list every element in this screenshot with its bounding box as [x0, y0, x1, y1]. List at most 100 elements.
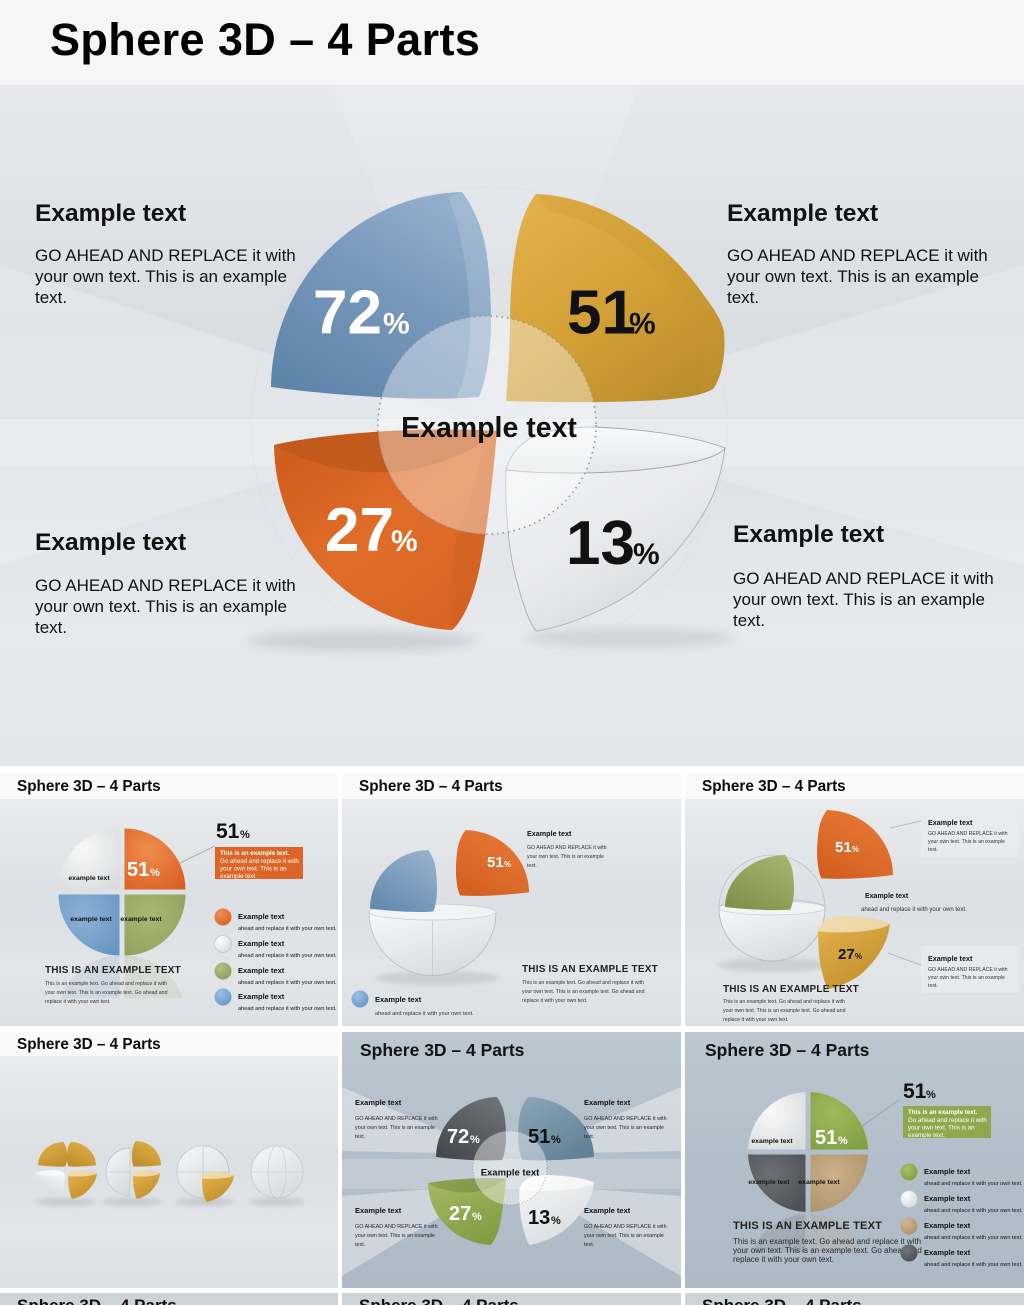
svg-text:Example text: Example text [35, 529, 186, 556]
svg-text:%: % [633, 538, 660, 571]
svg-text:text.: text. [727, 288, 759, 307]
svg-text:ahead and replace it with your: ahead and replace it with your own text. [924, 1235, 1023, 1241]
svg-text:Sphere 3D – 4 Parts: Sphere 3D – 4 Parts [359, 778, 503, 795]
svg-text:72: 72 [313, 279, 382, 348]
svg-text:example text: example text [798, 1179, 840, 1186]
svg-text:your own text. This is an exam: your own text. This is an example [355, 1233, 435, 1239]
svg-text:Sphere 3D – 4 Parts: Sphere 3D – 4 Parts [705, 1040, 870, 1060]
svg-text:Example text: Example text [584, 1098, 631, 1107]
svg-text:%: % [551, 1215, 561, 1227]
svg-text:%: % [504, 860, 511, 869]
svg-text:51: 51 [815, 1127, 837, 1149]
svg-text:Example text: Example text [481, 1168, 540, 1179]
svg-text:text.: text. [928, 847, 938, 853]
svg-text:example text: example text [68, 875, 110, 882]
svg-text:your own text. This is an: your own text. This is an [908, 1125, 975, 1132]
svg-text:%: % [926, 1089, 936, 1101]
svg-text:example text: example text [120, 916, 162, 923]
svg-text:replace it with your own text.: replace it with your own text. [733, 1255, 834, 1264]
svg-text:example text: example text [70, 916, 112, 923]
svg-text:Example text: Example text [35, 200, 186, 227]
svg-text:Example text: Example text [924, 1167, 971, 1176]
svg-text:example text.: example text. [220, 873, 257, 880]
svg-text:Sphere 3D – 4 Parts: Sphere 3D – 4 Parts [17, 1036, 161, 1053]
svg-text:your own text. This is an exam: your own text. This is an example [355, 1125, 435, 1131]
svg-text:ahead and replace it with your: ahead and replace it with your own text. [238, 980, 337, 986]
svg-text:Example text: Example text [865, 893, 909, 900]
svg-text:Example text: Example text [924, 1248, 971, 1257]
svg-text:your own text. This is an exam: your own text. This is an example [733, 590, 985, 609]
svg-text:Example text: Example text [727, 200, 878, 227]
svg-text:Example text: Example text [355, 1206, 402, 1215]
svg-text:This is an example text. Go ah: This is an example text. Go ahead and re… [723, 999, 845, 1005]
svg-text:Example text: Example text [238, 992, 285, 1001]
svg-text:Example text: Example text [584, 1206, 631, 1215]
svg-text:text.: text. [928, 983, 938, 989]
svg-text:Example text: Example text [527, 829, 572, 838]
svg-text:your own text. This is an: your own text. This is an [220, 866, 287, 873]
svg-text:%: % [470, 1134, 480, 1146]
svg-text:13: 13 [566, 509, 635, 578]
svg-text:THIS IS AN EXAMPLE TEXT: THIS IS AN EXAMPLE TEXT [733, 1220, 882, 1232]
svg-text:text.: text. [733, 611, 765, 630]
svg-text:%: % [838, 1135, 848, 1147]
svg-text:51: 51 [567, 279, 636, 348]
svg-text:GO AHEAD AND REPLACE it with: GO AHEAD AND REPLACE it with [733, 569, 994, 588]
svg-text:51: 51 [127, 859, 149, 881]
svg-text:your own text. This is an exam: your own text. This is an example text. … [45, 990, 168, 996]
svg-text:GO AHEAD AND REPLACE it with: GO AHEAD AND REPLACE it with [35, 246, 296, 265]
svg-text:text.: text. [355, 1242, 365, 1248]
svg-text:72: 72 [447, 1126, 469, 1148]
svg-text:GO AHEAD AND REPLACE it with: GO AHEAD AND REPLACE it with [527, 845, 607, 851]
svg-text:This is an example text. Go ah: This is an example text. Go ahead and re… [45, 981, 167, 987]
svg-text:ahead and replace it with your: ahead and replace it with your own text. [861, 907, 967, 913]
svg-text:your own text. This is an exam: your own text. This is an example text. … [733, 1246, 922, 1255]
svg-text:your own text. This is an exam: your own text. This is an example [35, 267, 287, 286]
svg-text:your own text. This is an exam: your own text. This is an example [527, 854, 604, 860]
svg-text:replace it with your own text.: replace it with your own text. [522, 998, 587, 1004]
svg-text:example text: example text [748, 1179, 790, 1186]
svg-text:GO AHEAD AND REPLACE it with: GO AHEAD AND REPLACE it with [928, 831, 1008, 837]
svg-text:Example text: Example text [928, 818, 973, 827]
svg-text:%: % [391, 525, 418, 558]
svg-text:GO AHEAD AND REPLACE it with: GO AHEAD AND REPLACE it with [584, 1224, 667, 1230]
svg-text:51: 51 [487, 854, 504, 871]
svg-text:your own text. This is an exam: your own text. This is an example [584, 1125, 664, 1131]
svg-text:%: % [383, 308, 410, 341]
svg-text:13: 13 [528, 1207, 550, 1229]
svg-text:GO AHEAD AND REPLACE it with: GO AHEAD AND REPLACE it with [355, 1116, 438, 1122]
svg-text:51: 51 [835, 839, 852, 856]
svg-text:Go ahead and replace it with: Go ahead and replace it with [220, 858, 299, 865]
svg-text:ahead and replace it with your: ahead and replace it with your own text. [924, 1208, 1023, 1214]
svg-text:GO AHEAD AND REPLACE it with: GO AHEAD AND REPLACE it with [928, 967, 1008, 973]
svg-text:Example text: Example text [401, 412, 577, 444]
svg-text:ahead and replace it with your: ahead and replace it with your own text. [375, 1011, 474, 1017]
svg-text:Example text: Example text [238, 912, 285, 921]
svg-text:ahead and replace it with your: ahead and replace it with your own text. [238, 1006, 337, 1012]
svg-text:%: % [855, 952, 862, 961]
svg-text:Example text: Example text [924, 1194, 971, 1203]
svg-text:replace it with your own text.: replace it with your own text. [723, 1017, 788, 1023]
svg-text:Example text: Example text [733, 521, 884, 548]
svg-text:your own text. This is an exam: your own text. This is an example [35, 597, 287, 616]
svg-text:Example text: Example text [375, 995, 422, 1004]
svg-text:Example text: Example text [238, 966, 285, 975]
svg-text:ahead and replace it with your: ahead and replace it with your own text. [238, 926, 337, 932]
svg-text:%: % [472, 1211, 482, 1223]
svg-text:text.: text. [35, 618, 67, 637]
svg-text:replace it with your own text.: replace it with your own text. [45, 999, 110, 1005]
svg-text:your own text. This is an exam: your own text. This is an example [584, 1233, 664, 1239]
svg-text:51: 51 [528, 1126, 550, 1148]
svg-text:27: 27 [838, 946, 855, 963]
svg-text:%: % [551, 1134, 561, 1146]
svg-text:Sphere 3D – 4 Parts: Sphere 3D – 4 Parts [360, 1040, 525, 1060]
svg-text:%: % [852, 845, 859, 854]
svg-text:GO AHEAD AND REPLACE it with: GO AHEAD AND REPLACE it with [35, 576, 296, 595]
svg-text:your own text. This is an exam: your own text. This is an example text. … [723, 1008, 846, 1014]
svg-text:GO AHEAD AND REPLACE it with: GO AHEAD AND REPLACE it with [355, 1224, 438, 1230]
svg-text:Go ahead and replace it with: Go ahead and replace it with [908, 1117, 987, 1124]
svg-text:%: % [629, 308, 656, 341]
svg-text:%: % [240, 829, 250, 841]
svg-text:your own text. This is an exam: your own text. This is an example [928, 975, 1005, 981]
svg-text:your own text. This is an exam: your own text. This is an example text. … [522, 989, 645, 995]
